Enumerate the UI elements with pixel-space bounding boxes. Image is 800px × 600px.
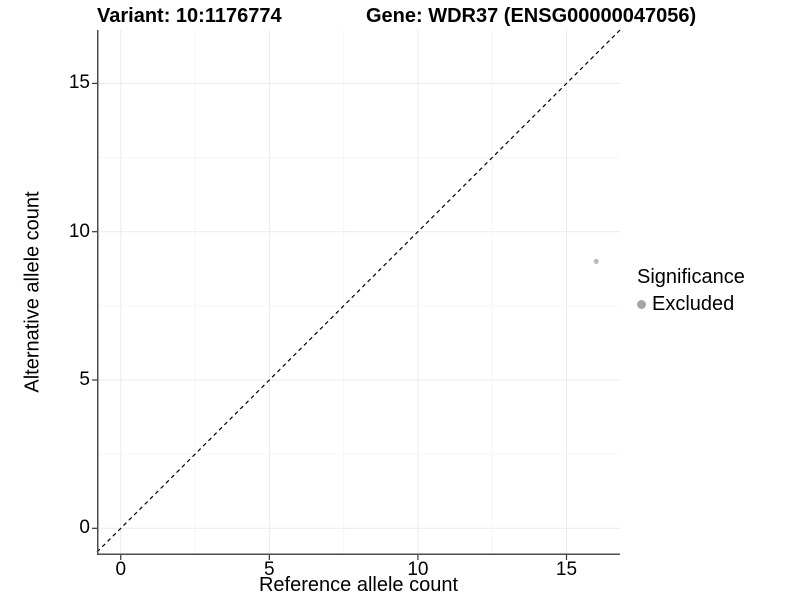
- y-tick-label: 10: [68, 220, 90, 242]
- plot-panel: [92, 29, 621, 560]
- legend-item-label: Excluded: [652, 293, 735, 315]
- variant-title: Variant: 10:1176774: [97, 5, 282, 27]
- x-tick-label: 0: [115, 559, 127, 580]
- x-tick-label: 10: [407, 559, 429, 580]
- y-tick-label: 0: [79, 517, 90, 539]
- identity-dashed-line: [96, 29, 621, 553]
- legend-title: Significance: [637, 266, 745, 288]
- x-tick-label: 15: [555, 559, 578, 580]
- data-point: [593, 258, 599, 264]
- y-tick-label: 15: [68, 72, 90, 94]
- y-axis-title: Alternative allele count: [21, 191, 44, 393]
- x-axis-title: Reference allele count: [258, 574, 458, 596]
- x-tick-label: 5: [264, 559, 275, 580]
- y-tick-label: 5: [79, 369, 90, 390]
- gene-title: Gene: WDR37 (ENSG00000047056): [366, 5, 697, 27]
- chart-svg: [92, 29, 621, 560]
- legend-point-icon: [637, 299, 646, 309]
- legend: Significance Excluded: [637, 265, 745, 316]
- legend-item-excluded: Excluded: [637, 292, 745, 316]
